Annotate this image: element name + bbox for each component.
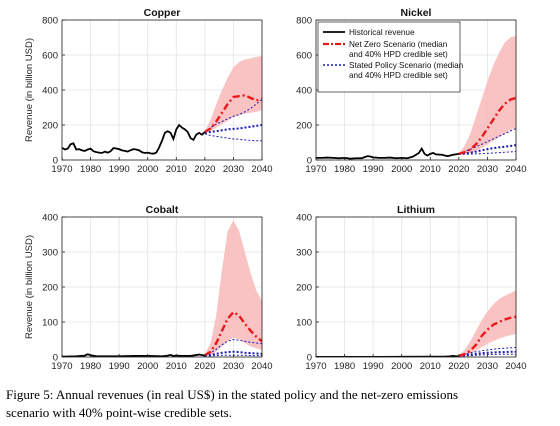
- x-tick-label: 2020: [194, 361, 215, 372]
- plot-series: [62, 55, 262, 155]
- y-axis-label: Revenue (in billion USD): [24, 38, 35, 142]
- y-tick-label: 400: [296, 213, 312, 224]
- y-tick-label: 300: [296, 248, 312, 259]
- y-tick-label: 600: [42, 51, 58, 62]
- stated-policy-lower-bound: [204, 133, 262, 142]
- x-tick-label: 1980: [80, 361, 101, 372]
- x-tick-label: 1990: [109, 361, 130, 372]
- x-tick-label: 2000: [137, 361, 158, 372]
- legend-label: Historical revenue: [349, 28, 415, 37]
- y-tick-label: 0: [307, 353, 312, 364]
- stated-policy-median-line: [458, 350, 516, 357]
- stated-policy-upper-bound: [204, 338, 262, 356]
- net-zero-credible-band: [204, 220, 262, 356]
- x-tick-label: 1970: [51, 361, 72, 372]
- cobalt-panel: 1970 1980 1990 2000 2010 2020 2030 2040 0 100 200 3…: [24, 204, 273, 372]
- x-tick-label: 1990: [363, 361, 384, 372]
- legend: Historical revenue Net Zero Scenario (med…: [317, 21, 464, 93]
- y-tick-label: 400: [296, 86, 312, 97]
- stated-policy-upper-bound: [458, 347, 516, 357]
- y-tick-label: 0: [307, 156, 312, 167]
- historical-revenue-line: [316, 146, 459, 160]
- x-tick-label: 1980: [334, 164, 355, 175]
- y-tick-label: 400: [42, 213, 58, 224]
- stated-policy-lower-bound: [458, 151, 516, 155]
- x-tick-label: 1970: [305, 361, 326, 372]
- legend-label-line-2: and 40% HPD credible set): [349, 71, 448, 80]
- y-axis-label: Revenue (in billion USD): [24, 235, 35, 339]
- x-tick-label: 2000: [391, 361, 412, 372]
- y-tick-label: 100: [296, 318, 312, 329]
- legend-label: Net Zero Scenario (median: [349, 40, 448, 49]
- figure-caption: Figure 5: Annual revenues (in real US$) …: [6, 386, 556, 422]
- x-tick-label: 2020: [448, 361, 469, 372]
- x-tick-label: 1980: [334, 361, 355, 372]
- caption-line-1: Figure 5: Annual revenues (in real US$) …: [6, 387, 458, 402]
- x-tick-label: 2040: [251, 361, 272, 372]
- figure: 1970 1980 1990 2000 2010 2020 2030 204002004006…: [24, 7, 527, 372]
- x-tick-label: 2030: [223, 164, 244, 175]
- stated-policy-median-line: [458, 144, 516, 155]
- y-tick-label: 200: [296, 121, 312, 132]
- net-zero-median-line: [204, 310, 262, 357]
- x-tick-label: 2010: [166, 164, 187, 175]
- x-tick-label: 2040: [505, 361, 526, 372]
- stated-policy-median-line: [204, 124, 262, 134]
- net-zero-median-line: [458, 315, 516, 357]
- x-tick-label: 2000: [391, 164, 412, 175]
- legend-label-line-2: and 40% HPD credible set): [349, 50, 448, 59]
- caption-line-2: scenario with 40% point-wise credible se…: [6, 405, 232, 420]
- panel-title: Lithium: [397, 204, 435, 216]
- plot-series: [316, 35, 516, 160]
- copper-panel: 1970 1980 1990 2000 2010 2020 2030 2040 0 200 400 6…: [24, 7, 273, 175]
- y-tick-label: 800: [296, 16, 312, 27]
- net-zero-median-line: [458, 96, 516, 156]
- y-tick-label: 200: [296, 283, 312, 294]
- x-tick-label: 2030: [477, 164, 498, 175]
- historical-revenue-line: [62, 123, 206, 155]
- y-tick-label: 600: [296, 51, 312, 62]
- x-tick-label: 2010: [420, 361, 441, 372]
- x-tick-label: 2010: [166, 361, 187, 372]
- legend-label: Stated Policy Scenario (median: [349, 61, 464, 70]
- net-zero-credible-band: [204, 55, 262, 133]
- legend-box: [317, 21, 461, 93]
- y-tick-label: 100: [42, 318, 58, 329]
- y-tick-label: 300: [42, 248, 58, 259]
- x-tick-label: 1970: [51, 164, 72, 175]
- panel-title: Copper: [144, 7, 181, 19]
- net-zero-median-line: [204, 94, 262, 134]
- x-tick-label: 2020: [448, 164, 469, 175]
- net-zero-credible-band: [458, 290, 516, 357]
- y-tick-label: 0: [53, 353, 58, 364]
- y-tick-label: 0: [53, 156, 58, 167]
- x-tick-label: 1990: [109, 164, 130, 175]
- y-tick-label: 400: [42, 86, 58, 97]
- x-tick-label: 1970: [305, 164, 326, 175]
- y-tick-label: 800: [42, 16, 58, 27]
- stated-policy-median-line: [204, 350, 262, 357]
- y-tick-label: 200: [42, 121, 58, 132]
- x-tick-label: 1980: [80, 164, 101, 175]
- lithium-panel: 1970 1980 1990 2000 2010 2020 2030 2040 0 100 200 3…: [296, 204, 526, 372]
- net-zero-credible-band: [458, 35, 516, 155]
- x-tick-label: 2040: [505, 164, 526, 175]
- panel-title: Nickel: [401, 7, 432, 19]
- x-tick-label: 1990: [363, 164, 384, 175]
- y-tick-label: 200: [42, 283, 58, 294]
- panel-title: Cobalt: [146, 204, 179, 216]
- x-tick-label: 2000: [137, 164, 158, 175]
- x-tick-label: 2030: [477, 361, 498, 372]
- stated-policy-upper-bound: [204, 99, 262, 133]
- x-tick-label: 2040: [251, 164, 272, 175]
- x-tick-label: 2030: [223, 361, 244, 372]
- x-tick-label: 2020: [194, 164, 215, 175]
- x-tick-label: 2010: [420, 164, 441, 175]
